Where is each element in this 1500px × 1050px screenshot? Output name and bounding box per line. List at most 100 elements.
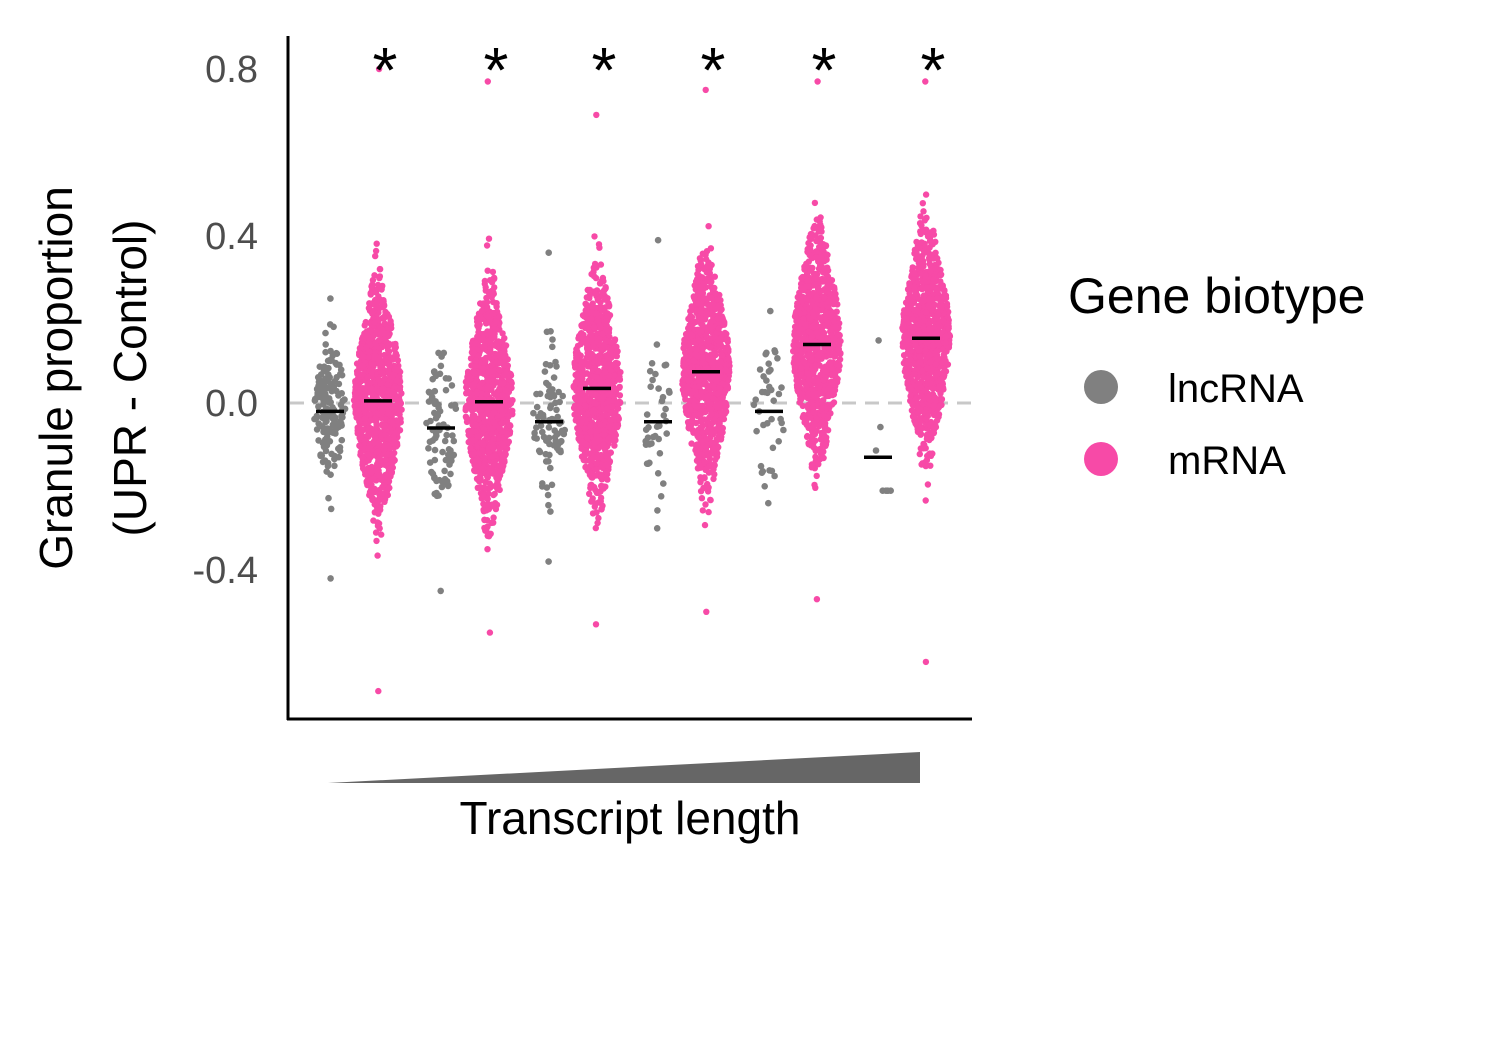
data-point [704, 269, 711, 276]
data-point [826, 385, 833, 392]
data-point [698, 315, 705, 323]
data-point [707, 245, 715, 252]
group-lncrna-bin-6 [872, 337, 894, 495]
data-point [717, 335, 724, 342]
data-point [570, 382, 578, 390]
data-point [369, 281, 376, 288]
data-point [581, 320, 588, 327]
data-point [698, 424, 705, 431]
data-point [801, 266, 808, 273]
data-point [367, 327, 374, 334]
data-point [603, 452, 610, 459]
data-point [812, 362, 819, 369]
data-point [483, 242, 491, 249]
data-point [496, 366, 503, 374]
data-point [352, 378, 359, 385]
data-point [491, 275, 498, 282]
data-point [715, 325, 722, 332]
data-point [483, 391, 491, 398]
data-point [356, 389, 363, 396]
data-point [473, 457, 480, 464]
data-point [438, 353, 445, 360]
data-point [825, 278, 832, 285]
data-point [813, 446, 820, 453]
data-point [642, 441, 650, 449]
data-point [313, 426, 321, 433]
data-point [431, 446, 439, 454]
data-point [817, 214, 824, 221]
data-point [431, 368, 438, 375]
data-point [826, 359, 834, 366]
data-point [463, 414, 470, 422]
data-point [466, 374, 473, 381]
data-point [438, 483, 446, 491]
data-point [579, 370, 586, 377]
data-point [597, 421, 604, 428]
data-point [824, 319, 832, 326]
data-point [595, 241, 603, 248]
data-point [429, 470, 437, 478]
data-point [753, 427, 760, 435]
data-point [370, 332, 377, 339]
data-point [706, 343, 713, 351]
data-point [379, 369, 386, 377]
data-point [718, 426, 725, 434]
data-point [798, 275, 805, 282]
data-point [803, 283, 810, 290]
data-point [447, 457, 455, 464]
data-point [586, 292, 593, 299]
data-point [390, 440, 398, 447]
data-point [875, 337, 882, 344]
data-point [653, 341, 661, 348]
data-point [813, 472, 820, 480]
data-point [703, 436, 710, 443]
data-point [765, 360, 772, 368]
data-point [559, 392, 566, 400]
data-point [571, 361, 579, 369]
data-point [597, 324, 604, 331]
data-point [367, 469, 375, 476]
data-point [478, 379, 486, 387]
data-point [363, 344, 370, 351]
data-point [812, 453, 819, 461]
data-point [375, 440, 383, 447]
data-point [688, 323, 695, 330]
data-point [487, 345, 494, 352]
data-point [322, 341, 330, 348]
data-point [481, 356, 489, 363]
data-point [601, 296, 609, 303]
data-point [820, 431, 827, 438]
data-point [389, 458, 397, 466]
data-point [611, 336, 619, 344]
data-point [378, 389, 385, 397]
data-point [807, 329, 815, 337]
data-point [393, 377, 401, 384]
data-point [805, 239, 812, 247]
data-point [803, 260, 810, 267]
data-point [375, 458, 382, 465]
data-point [547, 402, 555, 410]
data-point [586, 490, 593, 497]
data-point [333, 350, 341, 358]
data-point [315, 420, 323, 427]
data-point [477, 477, 484, 484]
data-point [370, 475, 377, 482]
data-point [666, 389, 673, 396]
data-point [468, 362, 475, 369]
data-point [824, 264, 831, 271]
data-point [484, 267, 491, 274]
data-point [471, 412, 478, 419]
data-point [354, 424, 361, 431]
y-tick-label: 0.4 [205, 216, 258, 258]
data-point [823, 256, 830, 263]
data-point [490, 491, 497, 499]
data-point [696, 382, 703, 390]
data-point [768, 467, 776, 475]
data-point [479, 447, 486, 454]
data-point [828, 312, 835, 319]
data-point [590, 324, 598, 331]
data-point [692, 278, 700, 285]
data-point [502, 387, 509, 394]
data-point [379, 326, 386, 333]
data-point [793, 317, 800, 325]
